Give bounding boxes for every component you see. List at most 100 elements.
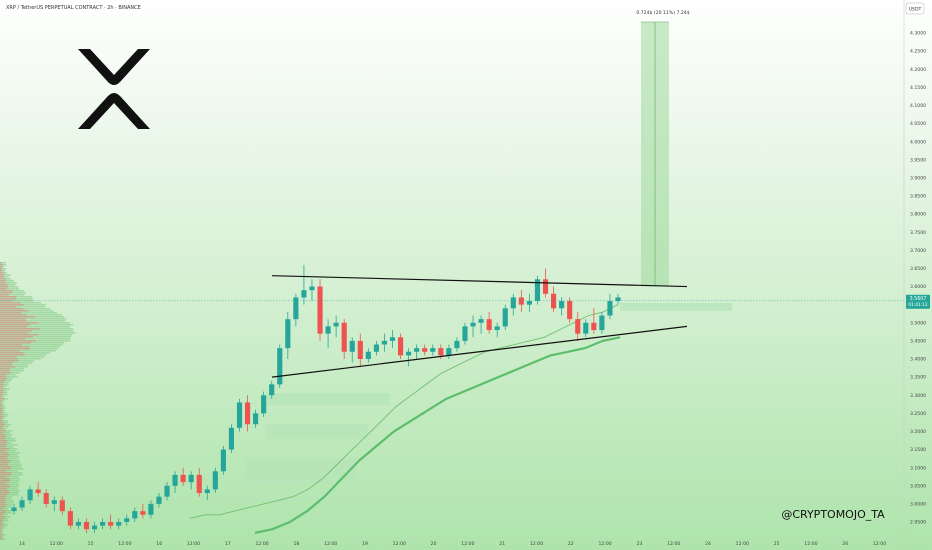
volume-profile-bar [0,526,2,528]
volume-profile-bar [0,376,6,378]
volume-profile-bar [0,518,4,520]
x-tick-label: 26 [842,541,848,547]
volume-profile-bar [0,434,6,436]
volume-profile-bar [0,450,6,452]
candle-body [309,287,314,291]
volume-profile-bar [0,370,9,372]
candle-body [503,308,508,326]
volume-profile-bar [0,472,12,474]
volume-profile-bar [0,336,33,338]
volume-profile-bar [0,368,10,370]
volume-profile-bar [0,386,3,388]
volume-profile-bar [0,448,9,450]
volume-profile-bar [0,478,10,480]
volume-profile-bar [0,510,6,512]
y-tick-label: 4.1000 [910,103,926,109]
candle-body [583,323,588,334]
candle-body [366,352,371,359]
y-tick-label: 3.2500 [910,411,926,417]
zone-box [230,497,322,501]
candle-body [164,486,169,497]
y-tick-label: 3.6000 [910,284,926,290]
volume-profile-bar [0,356,16,358]
candle-body [382,341,387,345]
volume-profile-bar [0,380,5,382]
volume-profile-bar [0,520,3,522]
volume-profile-bar [0,348,30,350]
x-tick-label: 18 [293,541,299,547]
volume-profile-bar [0,476,7,478]
candle-body [406,352,411,356]
candle-body [181,475,186,482]
candle-body [470,323,475,327]
volume-profile-bar [0,484,9,486]
volume-profile-bar [0,274,4,276]
volume-profile-bar [0,524,4,526]
x-tick-label: 22 [568,541,574,547]
x-tick-label: 25 [774,541,780,547]
x-tick-label: 21 [499,541,505,547]
volume-profile-bar [0,312,21,314]
measure-label: 0.724$ (20.11%) 7.24$ [636,10,689,16]
y-tick-label: 3.4000 [910,357,926,363]
volume-profile-bar [0,454,10,456]
volume-profile-bar [0,456,8,458]
volume-profile-bar [0,318,26,320]
volume-profile-bar [0,428,3,430]
volume-profile-bar [0,382,3,384]
volume-profile-bar [0,408,2,410]
candle-body [84,522,89,529]
volume-profile-bar [0,516,5,518]
y-tick-label: 3.0000 [910,501,926,507]
candle-body [317,287,322,334]
candle-body [350,341,355,352]
volume-profile-bar [0,508,3,510]
volume-profile-bar [0,390,3,392]
volume-profile-bar [0,506,5,508]
candle-body [551,294,556,308]
volume-profile-bar [0,362,12,364]
candle-body [261,395,266,413]
y-tick-label: 3.8000 [910,212,926,218]
x-tick-label: 19 [362,541,368,547]
currency-badge-label: USDT [909,7,922,13]
candle-body [253,413,258,424]
candle-body [495,326,500,330]
volume-profile-bar [0,468,11,470]
volume-profile-bar [0,266,2,268]
candle-body [430,348,435,352]
volume-profile-bar [0,324,30,326]
volume-profile-bar [0,496,5,498]
volume-profile-bar [0,522,2,524]
author-watermark: @CRYPTOMOJO_TA [781,508,885,521]
candle-body [148,504,153,515]
volume-profile-bar [0,338,25,340]
volume-profile-bar [0,280,6,282]
x-tick-label: 12:00 [736,541,749,547]
volume-profile-bar [0,372,11,374]
volume-profile-bar [0,444,6,446]
volume-profile-bar [0,278,6,280]
candle-body [132,511,137,518]
candle-body [462,326,467,340]
candle-body [615,297,620,301]
x-tick-label: 12:00 [804,541,817,547]
volume-profile-bar [0,490,9,492]
volume-profile-bar [0,332,28,334]
volume-profile-bar [0,294,9,296]
y-tick-label: 4.0000 [910,139,926,145]
volume-profile-bar [0,304,24,306]
candle-body [454,341,459,348]
candle-body [390,337,395,341]
y-tick-label: 3.3000 [910,393,926,399]
volume-profile-bar [0,288,7,290]
candle-body [519,297,524,304]
candle-body [326,326,331,333]
volume-profile-bar [0,486,10,488]
volume-profile-bar [0,404,2,406]
candle-body [156,497,161,504]
volume-profile-bar [0,296,17,298]
volume-profile-bar [0,328,40,330]
candle-body [237,402,242,427]
